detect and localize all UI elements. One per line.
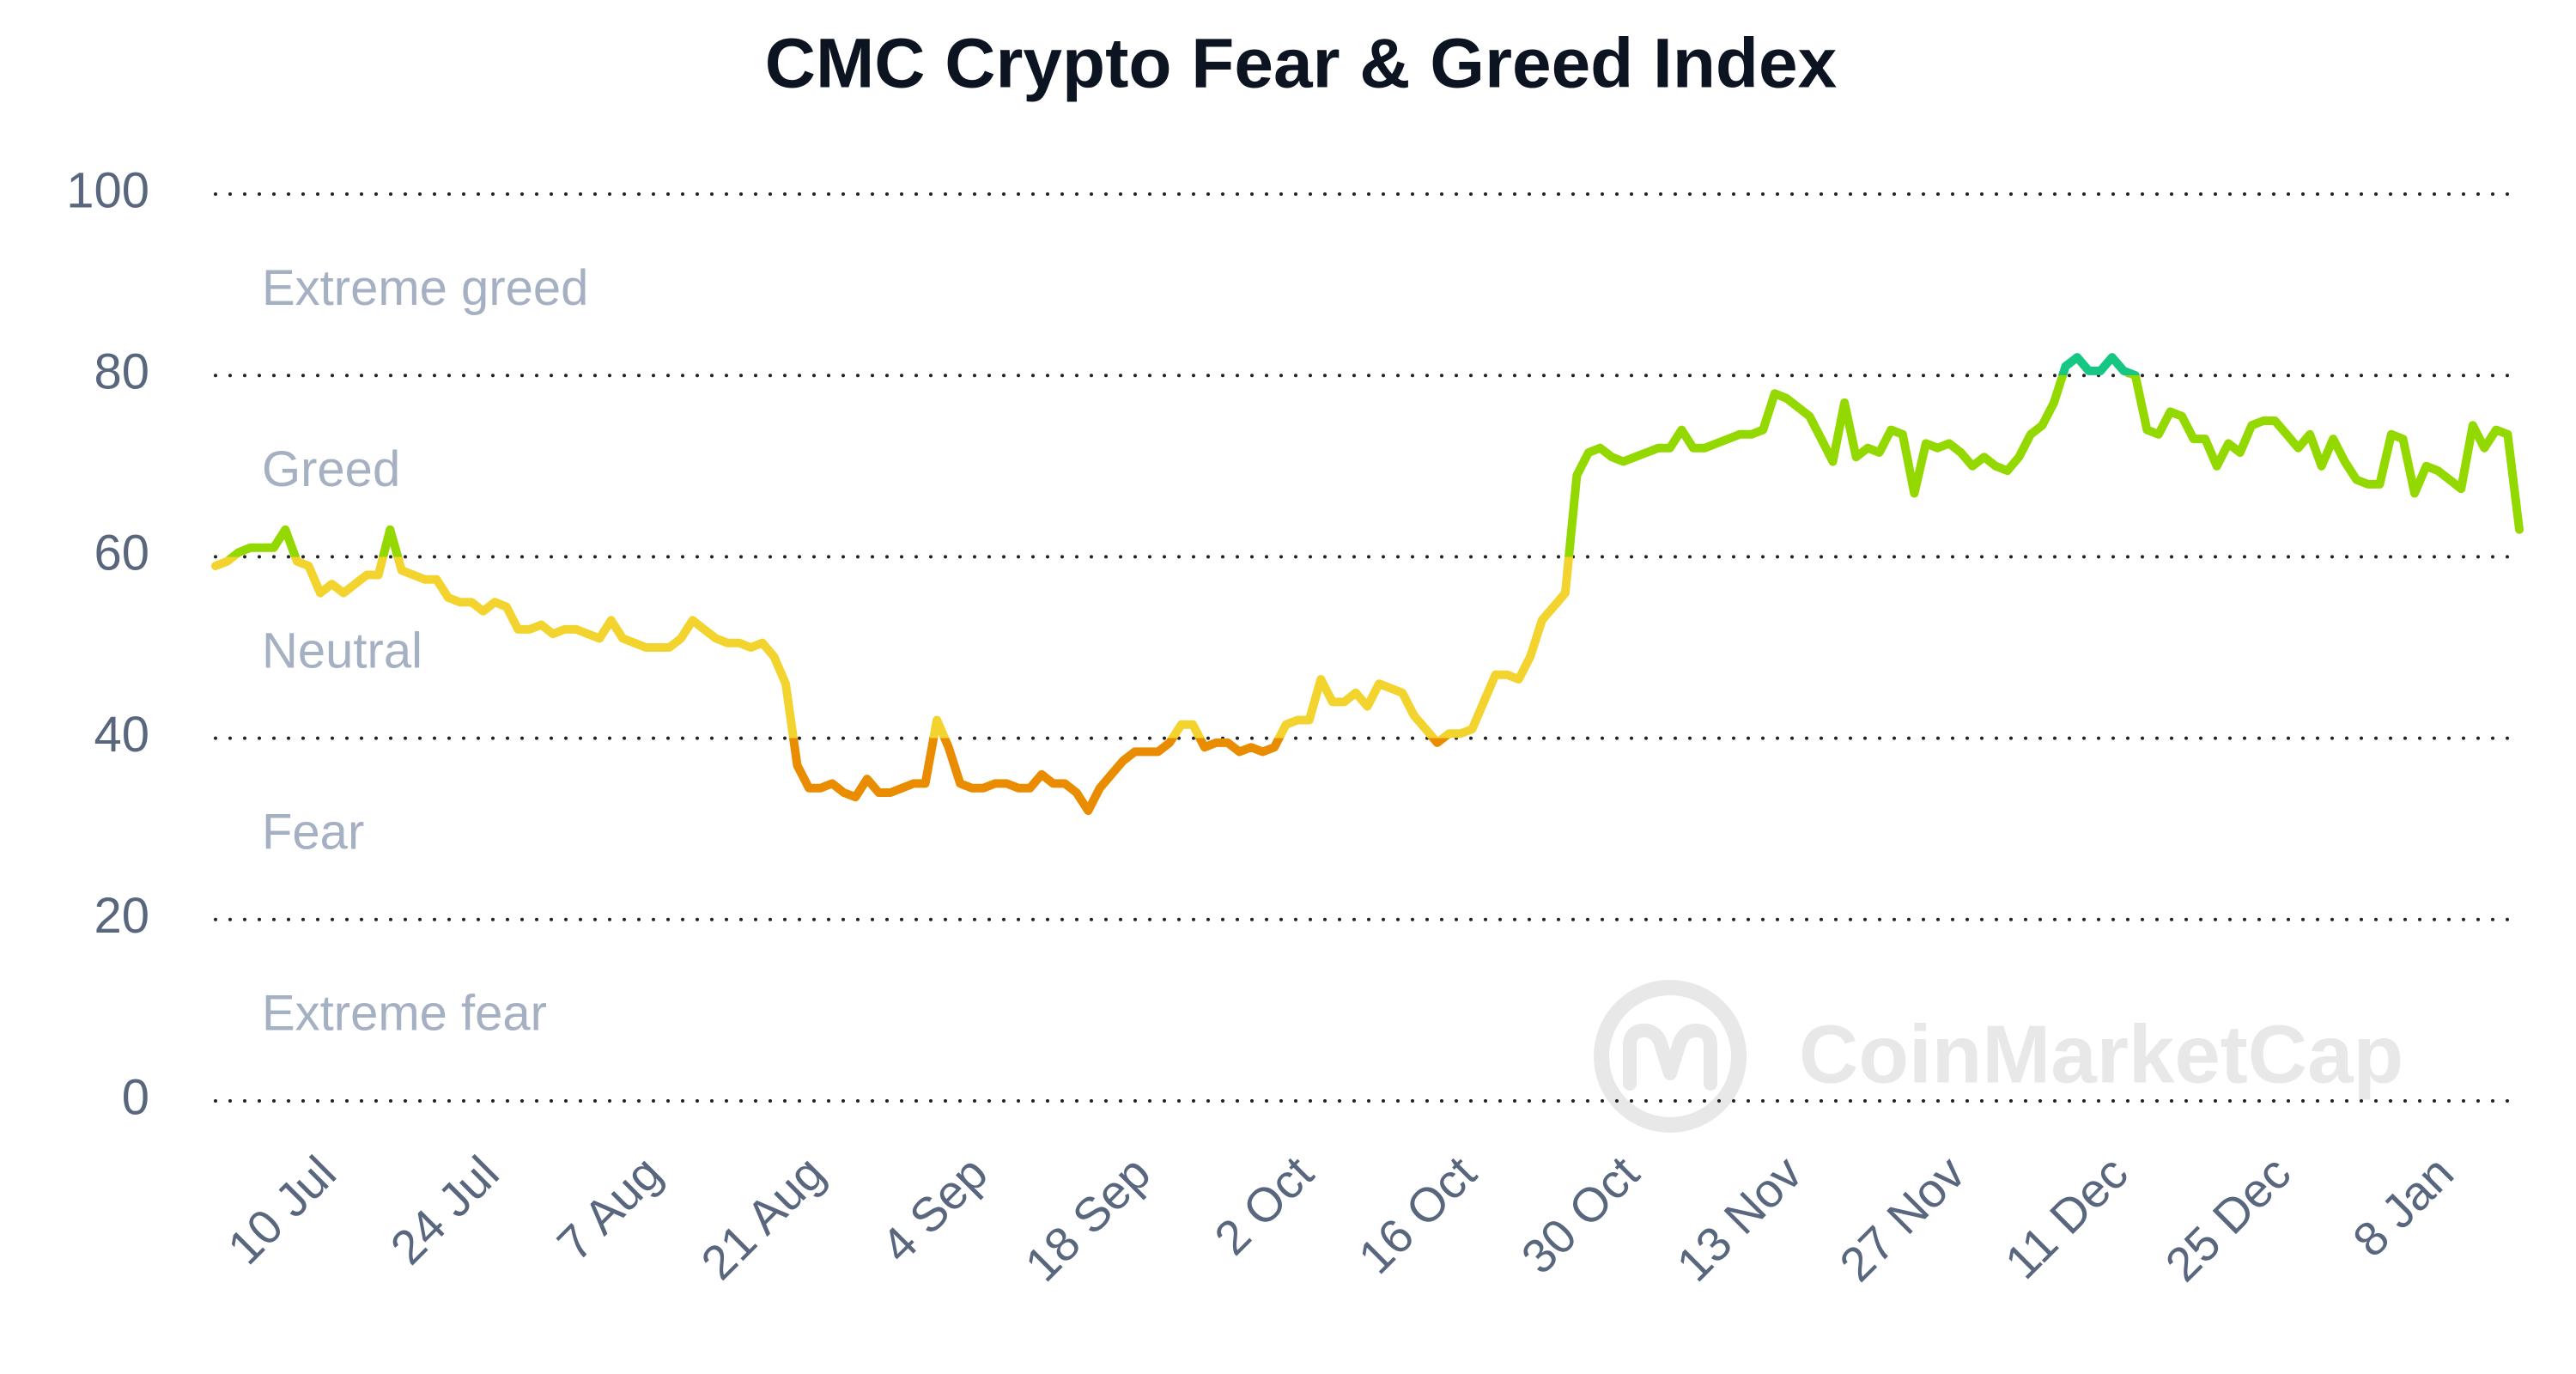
- index-line: [211, 353, 2524, 816]
- chart-title: CMC Crypto Fear & Greed Index: [765, 25, 1837, 103]
- band-label: Extreme greed: [262, 260, 588, 316]
- y-tick-label: 100: [66, 162, 149, 218]
- y-tick-label: 60: [94, 526, 149, 581]
- x-tick-label: 18 Sep: [1014, 1146, 1160, 1292]
- x-tick-label: 8 Jan: [2342, 1146, 2464, 1267]
- y-tick-label: 40: [94, 707, 149, 763]
- x-tick-label: 2 Oct: [1204, 1146, 1323, 1265]
- x-tick-label: 21 Aug: [690, 1146, 835, 1290]
- x-tick-label: 10 Jul: [217, 1146, 346, 1274]
- band-label: Neutral: [262, 623, 422, 678]
- band-label: Extreme fear: [262, 986, 547, 1042]
- y-tick-label: 20: [94, 888, 149, 944]
- x-tick-label: 24 Jul: [380, 1146, 508, 1274]
- x-tick-label: 16 Oct: [1348, 1146, 1487, 1285]
- y-tick-label: 0: [122, 1069, 149, 1125]
- x-tick-label: 27 Nov: [1829, 1146, 1975, 1292]
- x-tick-label: 4 Sep: [871, 1146, 998, 1273]
- band-label: Fear: [262, 805, 364, 860]
- x-tick-label: 25 Dec: [2154, 1146, 2300, 1292]
- x-tick-label: 11 Dec: [1995, 1146, 2138, 1289]
- watermark-logo: [1594, 980, 1747, 1133]
- x-tick-label: 13 Nov: [1666, 1146, 1812, 1292]
- watermark: CoinMarketCap: [1594, 980, 2403, 1133]
- y-tick-label: 80: [94, 344, 149, 400]
- watermark-text: CoinMarketCap: [1799, 1008, 2403, 1100]
- watermark-logo-mark: [1623, 1024, 1717, 1091]
- x-tick-label: 30 Oct: [1510, 1146, 1649, 1285]
- x-tick-label: 7 Aug: [547, 1146, 672, 1271]
- band-label: Greed: [262, 441, 400, 497]
